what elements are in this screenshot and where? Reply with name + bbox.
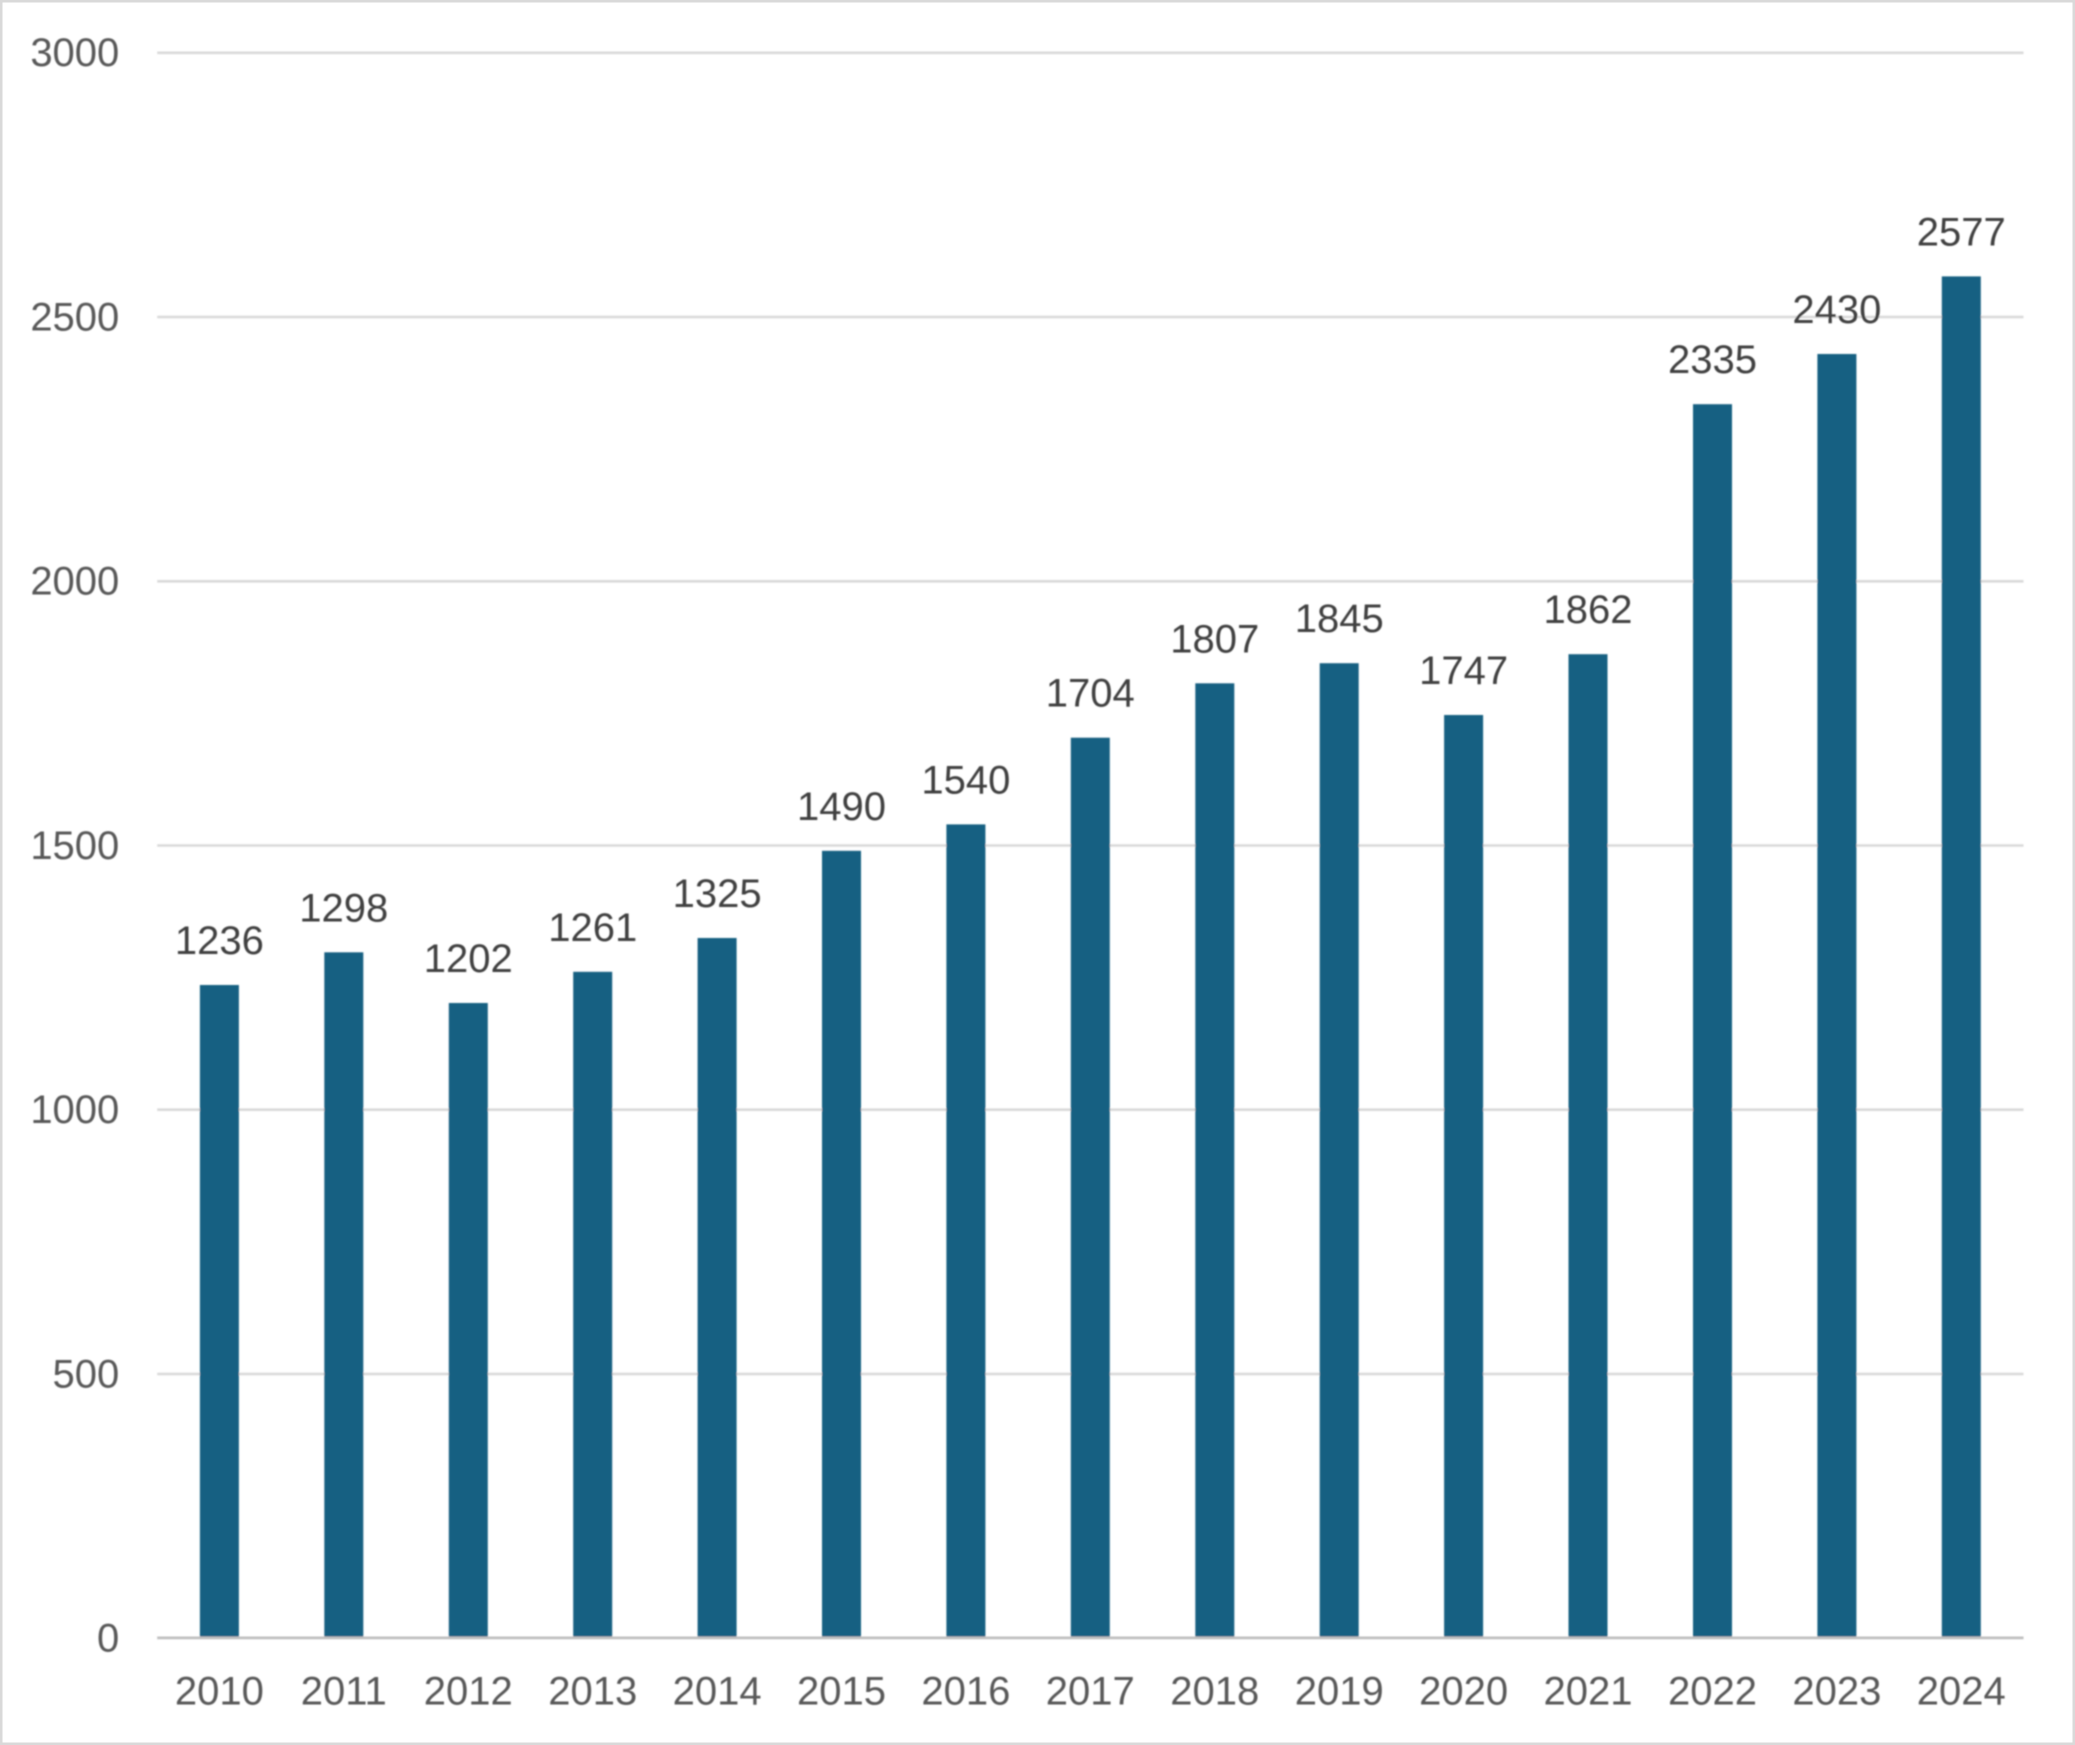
svg-text:2019: 2019 [1295,1670,1384,1714]
svg-text:1261: 1261 [548,906,637,950]
svg-text:1845: 1845 [1295,597,1384,641]
svg-text:0: 0 [97,1617,119,1661]
svg-text:1862: 1862 [1544,588,1633,632]
svg-text:1298: 1298 [299,886,388,930]
svg-text:2577: 2577 [1917,210,2006,254]
svg-text:2015: 2015 [797,1670,886,1714]
svg-text:1236: 1236 [175,919,264,963]
svg-text:1540: 1540 [921,758,1010,802]
svg-text:1500: 1500 [30,824,119,868]
svg-text:2021: 2021 [1544,1670,1633,1714]
svg-text:1202: 1202 [424,937,513,981]
svg-text:2014: 2014 [673,1670,762,1714]
svg-text:2020: 2020 [1419,1670,1508,1714]
svg-text:2018: 2018 [1170,1670,1259,1714]
svg-text:1747: 1747 [1419,649,1508,693]
svg-text:2016: 2016 [921,1670,1010,1714]
svg-text:1704: 1704 [1046,672,1135,716]
svg-text:2430: 2430 [1792,288,1881,332]
svg-text:2010: 2010 [175,1670,264,1714]
svg-text:2011: 2011 [301,1670,387,1714]
svg-text:2024: 2024 [1917,1670,2006,1714]
svg-text:500: 500 [53,1352,120,1396]
svg-text:2335: 2335 [1668,338,1757,382]
svg-text:2000: 2000 [30,560,119,604]
svg-text:1325: 1325 [673,872,762,916]
svg-text:2017: 2017 [1046,1670,1135,1714]
svg-text:2013: 2013 [548,1670,637,1714]
svg-text:1807: 1807 [1170,617,1259,661]
svg-text:2500: 2500 [30,295,119,339]
svg-text:2022: 2022 [1668,1670,1757,1714]
svg-text:1000: 1000 [30,1088,119,1132]
svg-text:2012: 2012 [424,1670,513,1714]
svg-text:3000: 3000 [30,31,119,75]
svg-text:2023: 2023 [1792,1670,1881,1714]
svg-text:1490: 1490 [797,785,886,829]
